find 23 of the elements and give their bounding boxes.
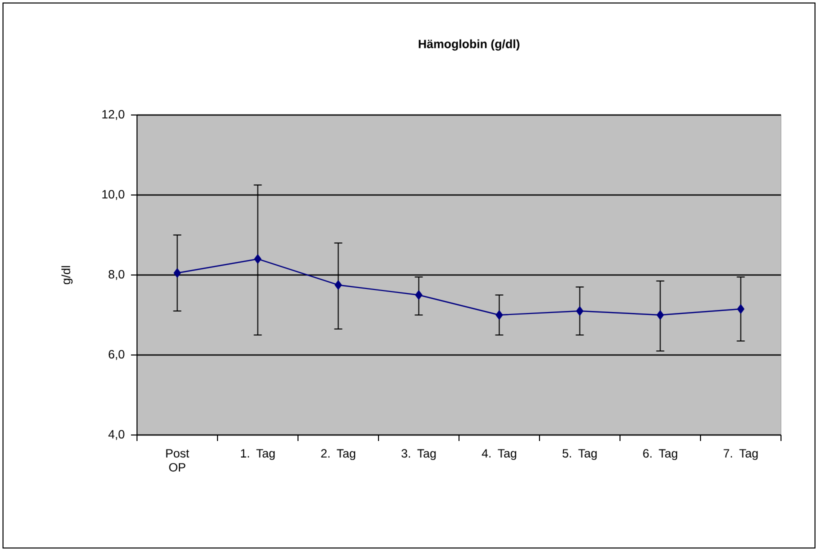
point (496, 310, 503, 320)
chart-title: Hämoglobin (g/dl) (418, 39, 520, 51)
x-tick-label: 3. Tag (402, 449, 436, 460)
point (334, 280, 342, 290)
x-tick-label: 5. Tag (562, 449, 597, 460)
point (174, 268, 181, 278)
y-axis-title: g/dl (61, 266, 73, 284)
x-tick-label: 7. Tag (724, 449, 758, 460)
y-tick-label: 12,0 (102, 110, 124, 120)
y-tick-label: 4,0 (108, 430, 124, 440)
y-tick-label: 6,0 (108, 350, 124, 360)
x-tick-label: 2. Tag (321, 449, 356, 460)
y-tick-label: 8,0 (108, 270, 124, 280)
point (415, 290, 422, 300)
point (254, 254, 262, 264)
point (656, 310, 664, 320)
x-tick-label: 6. Tag (643, 449, 678, 460)
y-tick-label: 10,0 (102, 190, 124, 200)
point (737, 304, 744, 314)
x-tick-label: 4. Tag (482, 449, 516, 460)
x-tick-label: 1. Tag (241, 449, 275, 460)
x-tick-label: Post OP (166, 449, 190, 472)
point (576, 306, 584, 316)
